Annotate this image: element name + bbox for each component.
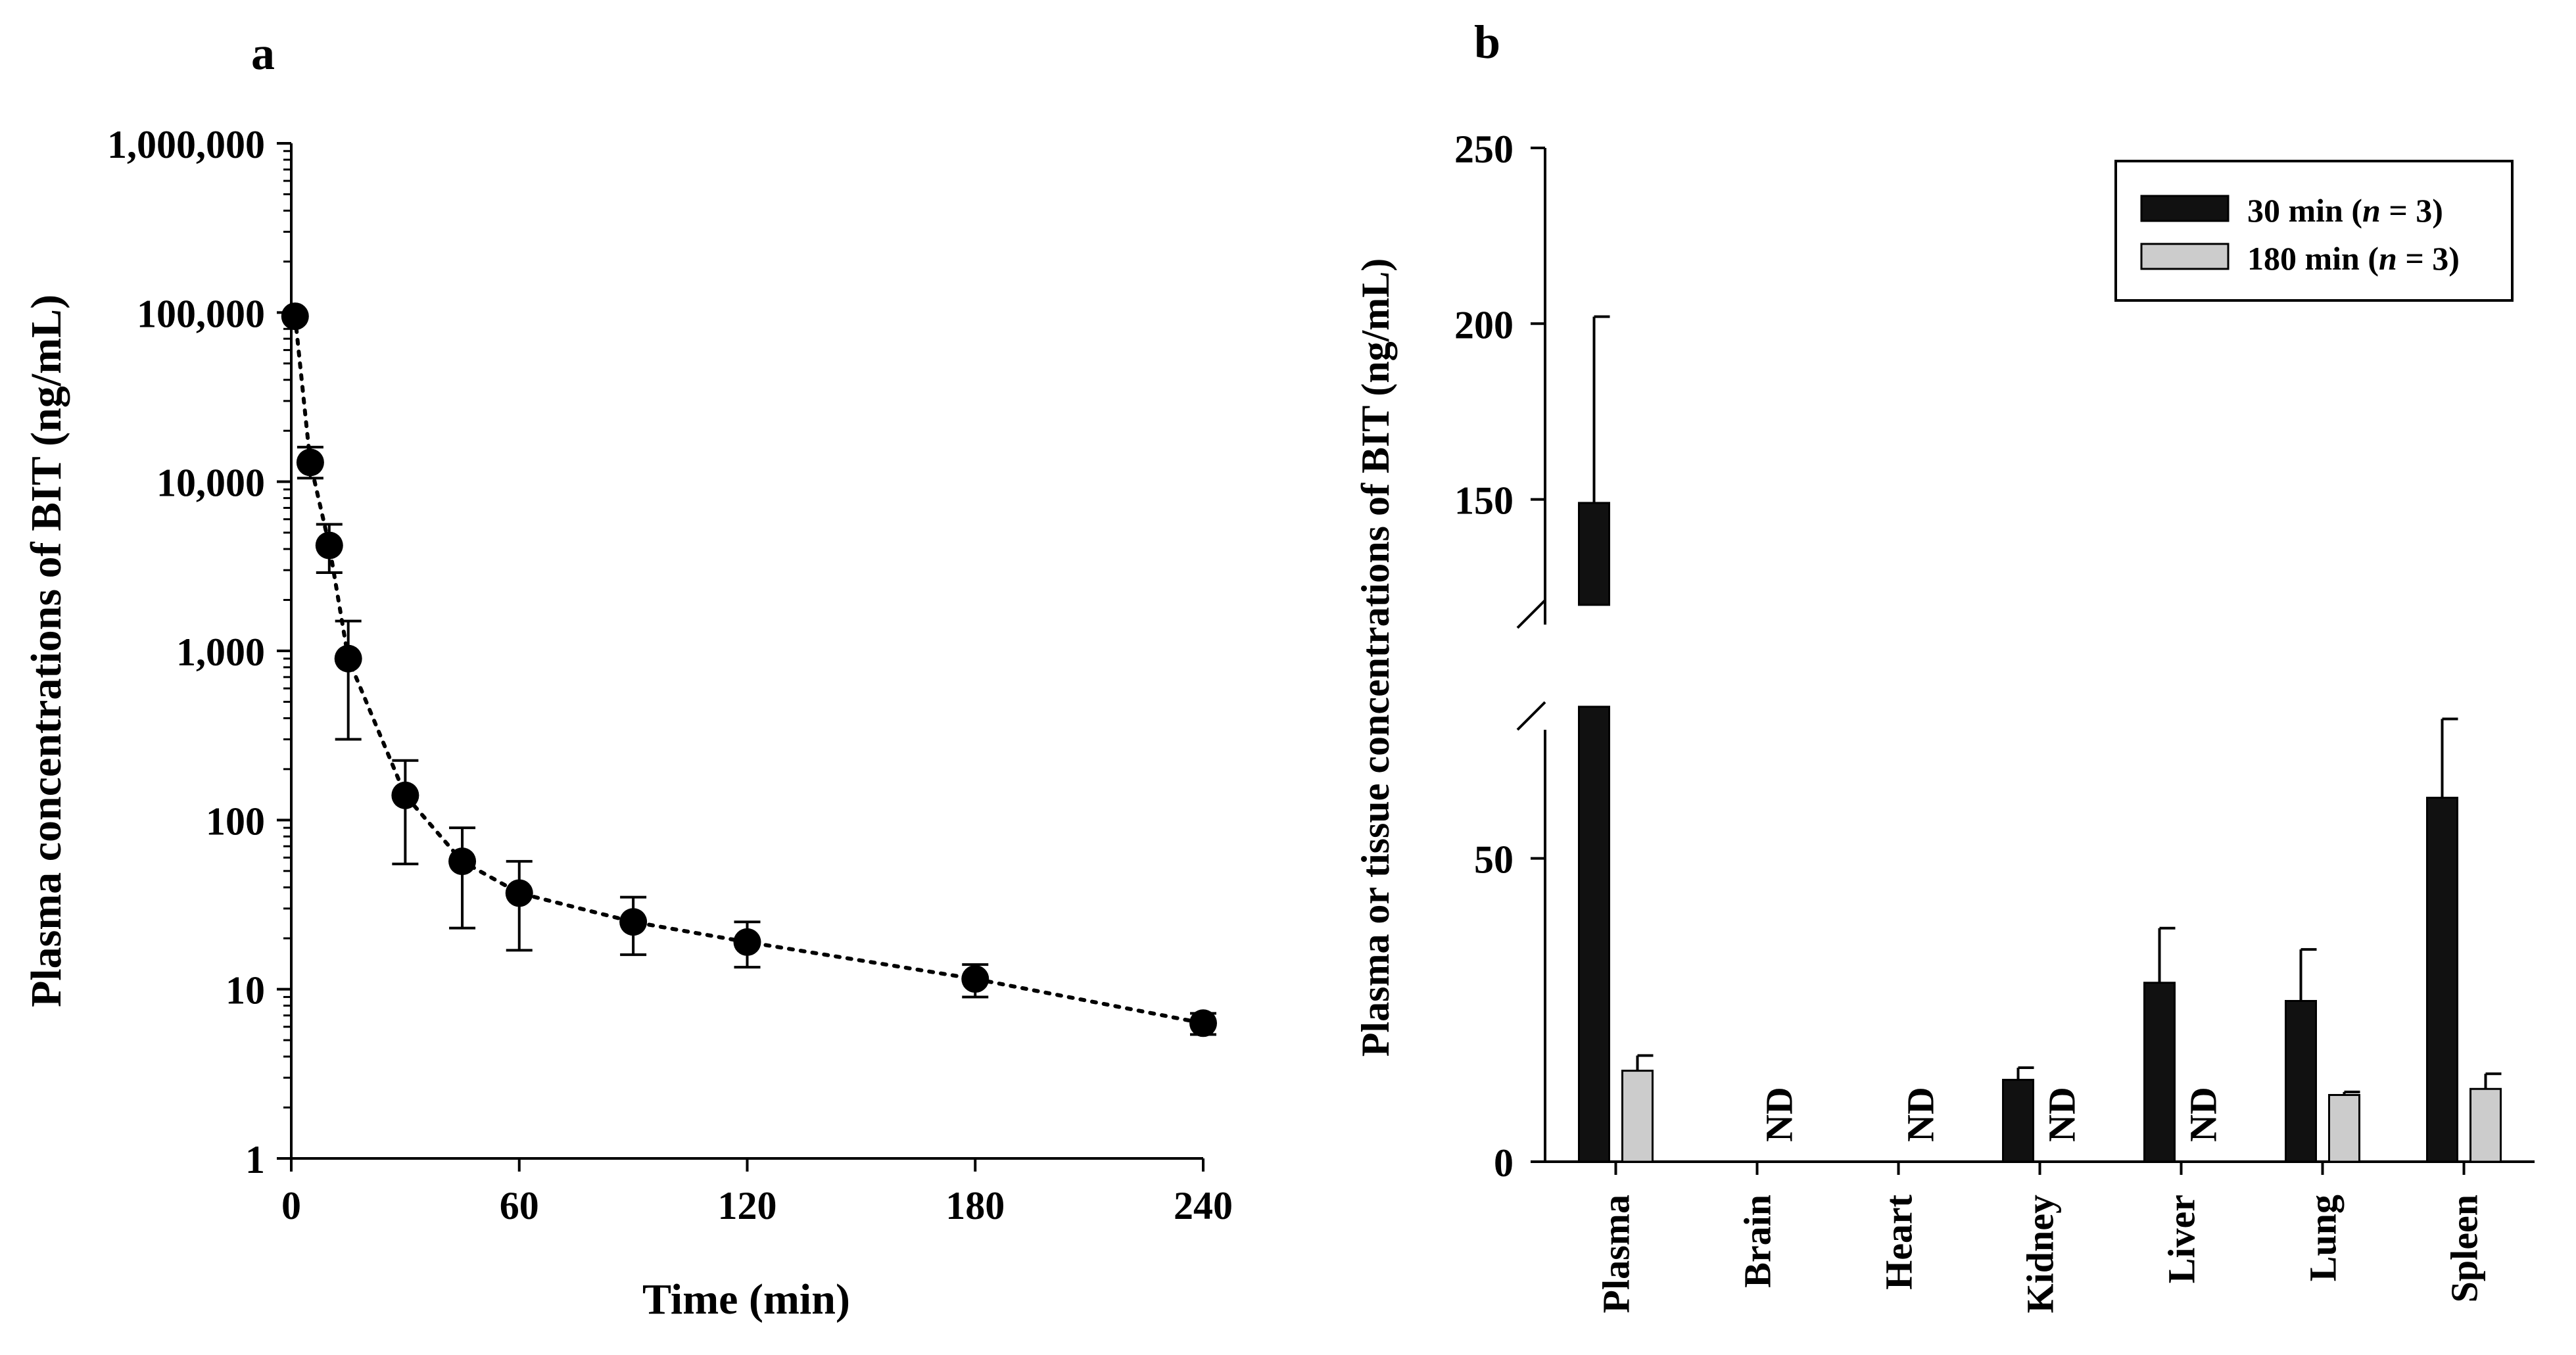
- panel-a-fit-curve: [293, 314, 1205, 1026]
- nd-label: ND: [2182, 1087, 2225, 1142]
- data-marker: [334, 644, 362, 673]
- legend-swatch-180min: [2140, 243, 2230, 270]
- data-marker: [391, 781, 419, 809]
- bar-body: [2002, 1078, 2034, 1163]
- x-tick-label: Liver: [2160, 1195, 2203, 1283]
- bar-body: [2426, 796, 2458, 1163]
- y-tick-label: 10: [226, 969, 265, 1012]
- axis-break-mark-lower: [1516, 701, 1546, 731]
- bar-plasma-180min: [1621, 1054, 1654, 1163]
- bar-lower-part: [1578, 705, 1610, 1163]
- bar-body: [1621, 1070, 1654, 1163]
- legend: 30 min (n = 3) 180 min (n = 3): [2114, 160, 2514, 302]
- data-point: [281, 302, 309, 331]
- nd-label: ND: [2041, 1087, 2084, 1142]
- data-marker: [961, 965, 990, 993]
- axis-break-mark-upper: [1516, 599, 1546, 629]
- y-tick-label: 50: [1474, 838, 1514, 882]
- data-marker: [1189, 1009, 1217, 1037]
- panel-a-x-ticks: 0 60 120 180 240: [281, 1158, 1233, 1227]
- nd-label: ND: [1899, 1087, 1942, 1142]
- y-tick-label: 1,000,000: [107, 123, 265, 166]
- panel-a-y-ticks: 1 10 100 1,000 10,000 100,000 1,000,000: [107, 123, 291, 1181]
- data-point: [619, 895, 648, 957]
- nd-label: ND: [1758, 1087, 1801, 1142]
- x-tick-label: Lung: [2302, 1195, 2345, 1281]
- bar-spleen-180min: [2469, 1072, 2502, 1163]
- bar-lung-180min: [2328, 1090, 2360, 1163]
- panel-b: b 0 50 150 200 250 ND ND ND ND Plasma Brain Heart…: [1354, 16, 2535, 1314]
- data-marker: [315, 531, 343, 559]
- data-marker: [448, 847, 477, 876]
- y-tick-label: 100,000: [137, 292, 265, 335]
- data-point: [733, 920, 761, 969]
- bar-body: [2143, 982, 2176, 1163]
- bar-plasma-30min: [1578, 315, 1610, 1163]
- legend-label-30min: 30 min (n = 3): [2247, 192, 2443, 229]
- y-tick-label: 1: [245, 1138, 265, 1181]
- panel-a-x-axis-label: Time (min): [642, 1275, 850, 1323]
- x-tick-label: 60: [500, 1184, 539, 1227]
- x-tick-label: Kidney: [2019, 1195, 2062, 1314]
- data-point: [505, 860, 533, 952]
- data-point: [1189, 1009, 1217, 1037]
- data-point: [334, 619, 362, 741]
- data-marker: [505, 879, 533, 907]
- x-tick-label: Plasma: [1595, 1195, 1638, 1313]
- panel-b-y-axis-label: Plasma or tissue concentrations of BIT (…: [1354, 258, 1397, 1057]
- x-tick-label: 0: [281, 1184, 301, 1227]
- panel-a-y-axis-label: Plasma concentrations of BIT (ng/mL): [22, 295, 70, 1007]
- data-marker: [733, 928, 761, 956]
- y-tick-label: 250: [1454, 128, 1514, 171]
- bar-body: [2328, 1094, 2360, 1163]
- data-point: [961, 963, 990, 999]
- y-tick-label: 200: [1454, 303, 1514, 346]
- panel-a-label: a: [251, 27, 275, 80]
- panel-b-x-ticks: Plasma Brain Heart Kidney Liver Lung Spleen: [1595, 1162, 2486, 1314]
- x-tick-label: 240: [1174, 1184, 1233, 1227]
- y-tick-label: 100: [206, 799, 265, 843]
- y-tick-label: 0: [1494, 1141, 1514, 1185]
- x-tick-label: Spleen: [2443, 1195, 2486, 1302]
- data-point: [315, 523, 343, 575]
- data-point: [391, 759, 419, 866]
- bar-liver-30min: [2143, 926, 2176, 1163]
- x-tick-label: Heart: [1878, 1194, 1920, 1290]
- x-tick-label: Brain: [1736, 1195, 1779, 1288]
- data-point: [448, 826, 477, 930]
- data-marker: [281, 302, 309, 331]
- y-tick-label: 1,000: [176, 630, 265, 674]
- panel-a: a 1 10 100 1,000 10,000 100,000 1,000,000 0 60 1…: [22, 27, 1233, 1323]
- panel-a-data-points: [281, 302, 1217, 1037]
- x-tick-label: 120: [718, 1184, 777, 1227]
- y-tick-label: 150: [1454, 479, 1514, 523]
- data-marker: [296, 448, 324, 477]
- legend-swatch-30min: [2140, 195, 2230, 222]
- bar-body: [2469, 1087, 2502, 1163]
- data-point: [296, 446, 324, 480]
- bar-kidney-30min: [2002, 1066, 2034, 1163]
- panel-b-bars: ND ND ND ND: [1578, 315, 2502, 1163]
- legend-label-180min: 180 min (n = 3): [2247, 240, 2460, 277]
- bar-lung-30min: [2285, 948, 2317, 1163]
- panel-b-label: b: [1474, 16, 1500, 68]
- bar-upper-part: [1578, 502, 1610, 606]
- panel-b-y-ticks: 0 50 150 200 250: [1454, 128, 1545, 1185]
- bar-spleen-30min: [2426, 717, 2458, 1163]
- bar-body: [2285, 999, 2317, 1163]
- y-tick-label: 10,000: [156, 462, 265, 505]
- x-tick-label: 180: [945, 1184, 1005, 1227]
- data-marker: [619, 908, 648, 936]
- legend-box: [2114, 160, 2514, 302]
